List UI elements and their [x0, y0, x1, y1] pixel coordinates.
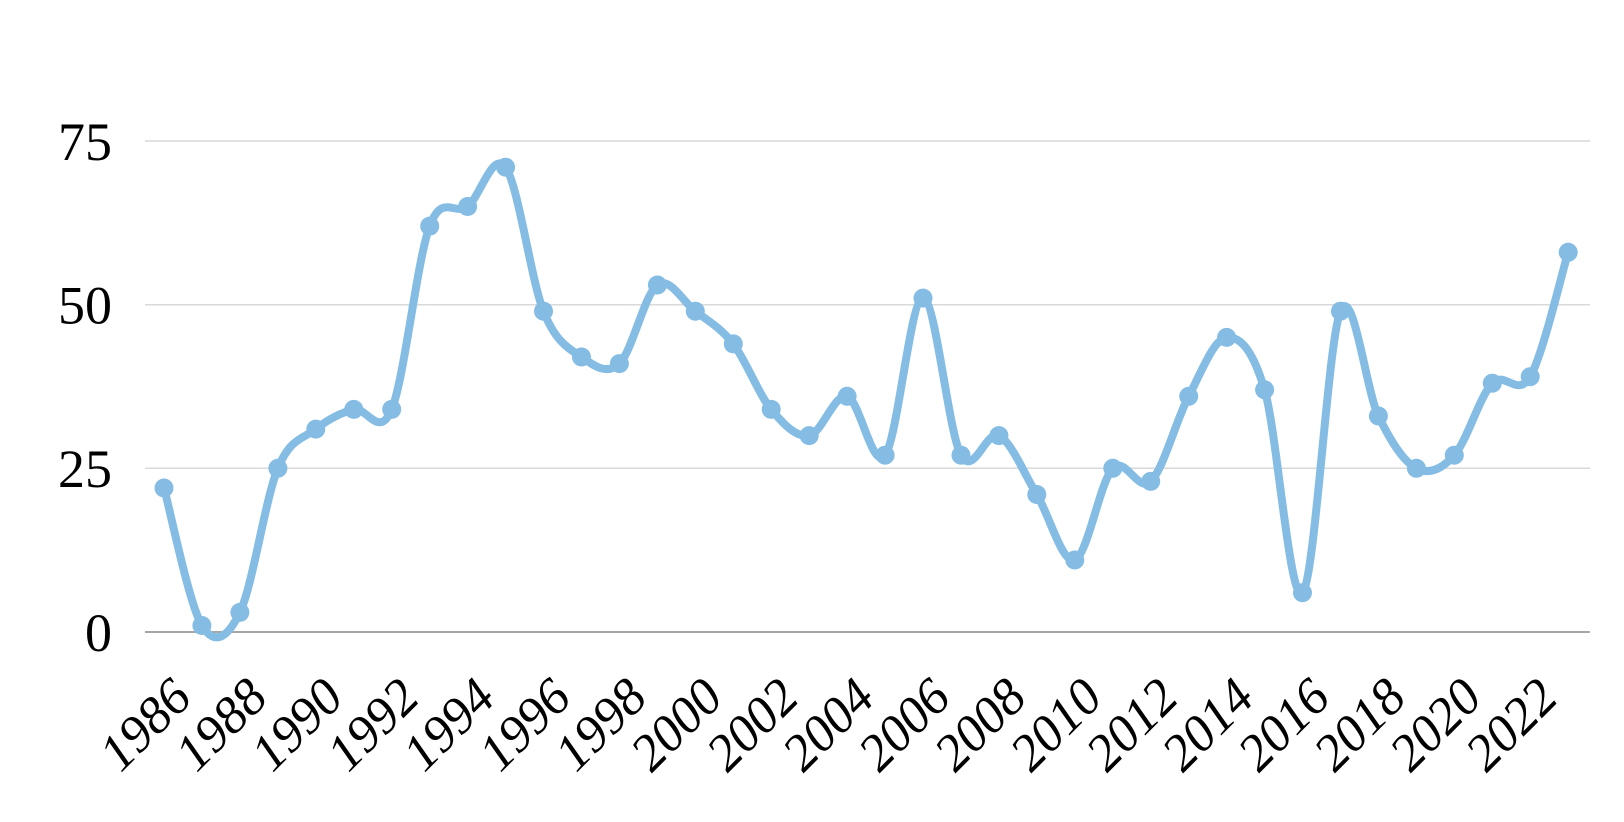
data-point-marker-2012 — [1141, 471, 1161, 491]
data-point-marker-1992 — [382, 399, 402, 419]
data-point-marker-1993 — [420, 216, 440, 236]
data-point-marker-1994 — [458, 197, 478, 216]
y-axis-label-25: 25 — [58, 439, 112, 499]
data-point-marker-2004 — [837, 386, 857, 406]
y-axis-label-50: 50 — [58, 276, 112, 336]
data-point-marker-2000 — [685, 301, 705, 321]
data-point-marker-2023 — [1558, 242, 1578, 262]
data-point-marker-1997 — [572, 347, 591, 367]
data-point-marker-2020 — [1444, 445, 1464, 465]
data-point-marker-2010 — [1065, 550, 1085, 570]
data-point-marker-2001 — [723, 334, 743, 354]
data-point-marker-2019 — [1406, 458, 1426, 478]
data-point-marker-1988 — [230, 602, 250, 622]
data-point-marker-1986 — [154, 478, 174, 498]
data-point-marker-1987 — [192, 616, 212, 635]
data-point-marker-1989 — [268, 458, 288, 478]
data-point-marker-2005 — [875, 445, 895, 465]
data-point-marker-1990 — [306, 419, 326, 439]
data-point-marker-2008 — [989, 426, 1009, 446]
data-point-marker-1995 — [496, 157, 516, 177]
data-series-line — [160, 159, 1573, 642]
data-point-marker-2018 — [1368, 406, 1388, 426]
data-point-marker-2006 — [913, 288, 933, 308]
data-point-marker-2022 — [1520, 367, 1540, 387]
data-point-marker-2011 — [1103, 458, 1123, 478]
data-point-marker-2017 — [1331, 301, 1350, 321]
data-point-marker-2021 — [1482, 373, 1502, 393]
data-point-marker-2003 — [799, 426, 819, 446]
data-point-marker-1999 — [647, 275, 667, 295]
data-point-marker-2007 — [951, 445, 971, 465]
data-point-marker-1998 — [609, 354, 629, 374]
y-axis-label-75: 75 — [58, 112, 112, 172]
data-point-marker-2014 — [1217, 327, 1237, 347]
data-point-marker-2002 — [761, 399, 781, 419]
data-point-marker-2013 — [1179, 386, 1199, 406]
data-point-marker-1991 — [344, 399, 364, 419]
data-point-marker-2015 — [1255, 380, 1275, 400]
data-point-marker-1996 — [534, 301, 553, 321]
x-axis-label-2022: 2022 — [1455, 668, 1569, 782]
y-axis-label-0: 0 — [85, 603, 112, 663]
data-point-marker-2009 — [1027, 485, 1047, 504]
data-point-marker-2016 — [1293, 583, 1312, 603]
